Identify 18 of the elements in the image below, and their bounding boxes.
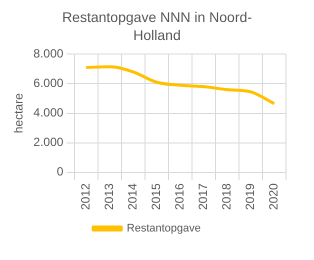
x-tick-label: 2013 bbox=[102, 182, 116, 210]
x-tick-label: 2020 bbox=[266, 182, 281, 210]
y-tick-label: 4.000 bbox=[33, 106, 64, 120]
y-axis-title: hectare bbox=[12, 92, 26, 134]
chart-title: Restantopgave NNN in Noord-Holland bbox=[61, 8, 253, 44]
x-tick-label: 2017 bbox=[196, 182, 210, 210]
x-tick-label: 2019 bbox=[243, 182, 258, 210]
y-tick-label: 8.000 bbox=[33, 46, 64, 61]
y-tick-label: 6.000 bbox=[33, 76, 64, 90]
legend-label: Restantopgave bbox=[126, 222, 201, 235]
x-tick-label: 2012 bbox=[78, 182, 92, 210]
y-tick-label: 2.000 bbox=[33, 135, 64, 150]
line-series bbox=[84, 65, 276, 106]
x-tick-label: 2014 bbox=[126, 182, 140, 210]
x-tick-label: 2015 bbox=[149, 182, 164, 210]
x-tick-label: 2016 bbox=[172, 182, 187, 210]
y-tick-label: 0 bbox=[56, 164, 64, 179]
x-tick-label: 2018 bbox=[220, 182, 234, 210]
